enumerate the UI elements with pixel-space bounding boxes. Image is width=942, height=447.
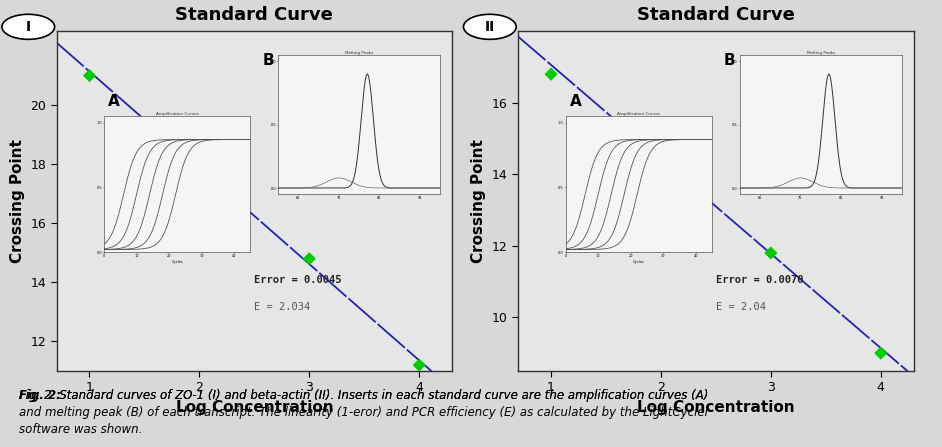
Text: Fig. 2: Standard curves of ZO-1 (I) and beta-actin (II). Inserts in each standar: Fig. 2: Standard curves of ZO-1 (I) and …	[19, 389, 708, 402]
X-axis label: Log Concentration: Log Concentration	[175, 400, 333, 415]
Point	[544, 71, 559, 78]
Text: Fig. 2:: Fig. 2:	[19, 389, 65, 402]
Text: A: A	[108, 94, 120, 109]
Text: E = 2.034: E = 2.034	[254, 302, 311, 312]
Text: Error = 0.0045: Error = 0.0045	[254, 275, 342, 285]
Text: B: B	[262, 53, 274, 68]
Text: Error = 0.0070: Error = 0.0070	[716, 275, 804, 285]
Point	[654, 142, 669, 149]
Text: software was shown.: software was shown.	[19, 423, 142, 436]
Title: Standard Curve: Standard Curve	[175, 6, 333, 24]
Point	[873, 350, 888, 357]
Text: I: I	[25, 20, 31, 34]
Point	[82, 72, 97, 79]
Title: Standard Curve: Standard Curve	[637, 6, 795, 24]
Point	[763, 249, 778, 257]
Text: B: B	[723, 53, 736, 68]
Text: and melting peak (B) of each transcript. The linearity (1-eror) and PCR efficien: and melting peak (B) of each transcript.…	[19, 406, 709, 419]
X-axis label: Log Concentration: Log Concentration	[637, 400, 795, 415]
Text: E = 2.04: E = 2.04	[716, 302, 766, 312]
Point	[192, 160, 207, 168]
Text: II: II	[485, 20, 495, 34]
Text: A: A	[570, 94, 581, 109]
Point	[301, 255, 317, 262]
Point	[412, 362, 427, 369]
Y-axis label: Crossing Point: Crossing Point	[471, 139, 486, 263]
Y-axis label: Crossing Point: Crossing Point	[9, 139, 24, 263]
Text: Fig. 2: Standard curves of ZO-1 (I) and beta-actin (II). Inserts in each standar: Fig. 2: Standard curves of ZO-1 (I) and …	[19, 389, 708, 402]
